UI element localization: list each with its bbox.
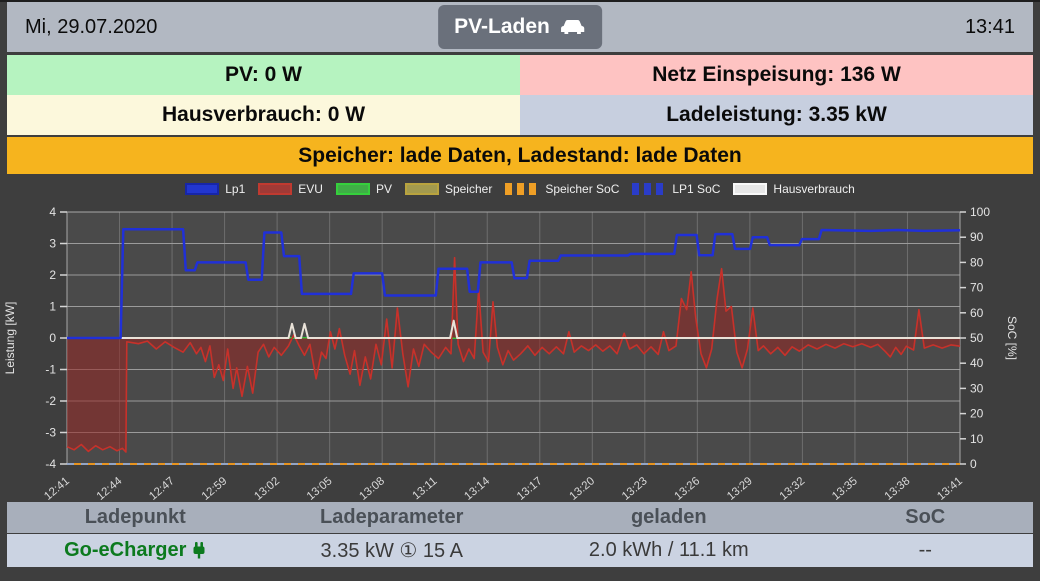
svg-text:13:02: 13:02 <box>252 475 282 502</box>
legend-item-lp1[interactable]: Lp1 <box>185 182 245 196</box>
svg-text:-3: -3 <box>45 426 56 440</box>
legend-label: Speicher SoC <box>545 182 620 196</box>
svg-text:13:38: 13:38 <box>883 475 913 502</box>
svg-text:20: 20 <box>970 407 984 421</box>
legend-swatch <box>404 183 439 195</box>
svg-text:4: 4 <box>49 205 56 219</box>
legend-item-speicher-soc[interactable]: Speicher SoC <box>505 182 619 196</box>
legend-label: Lp1 <box>225 182 246 196</box>
table-row: Go-eCharger 3.35 kW ① 15 A 2.0 kWh / 11.… <box>7 534 1033 567</box>
svg-text:13:23: 13:23 <box>620 475 650 502</box>
svg-text:13:08: 13:08 <box>357 475 387 502</box>
col-header-soc: SoC <box>905 506 946 528</box>
legend-swatch <box>505 183 540 195</box>
svg-text:13:20: 13:20 <box>567 475 597 502</box>
svg-text:50: 50 <box>970 331 984 345</box>
plug-icon <box>192 541 206 560</box>
legend-label: EVU <box>298 182 323 196</box>
legend-label: Speicher <box>444 182 493 196</box>
svg-text:13:05: 13:05 <box>305 475 335 502</box>
svg-text:13:17: 13:17 <box>515 475 545 502</box>
svg-text:70: 70 <box>970 281 984 295</box>
legend-swatch <box>335 183 370 195</box>
clock-label: 13:41 <box>964 15 1015 38</box>
legend-item-lp1-soc[interactable]: LP1 SoC <box>632 182 720 196</box>
legend-label: PV <box>375 182 392 196</box>
legend-label: LP1 SoC <box>672 182 721 196</box>
chart-svg: -4-3-2-1012340102030405060708090100Leist… <box>3 205 1019 502</box>
svg-text:-1: -1 <box>45 363 56 377</box>
svg-text:13:32: 13:32 <box>778 475 808 502</box>
pv-laden-button-label: PV-Laden <box>454 15 550 38</box>
svg-text:3: 3 <box>49 237 56 251</box>
svg-text:100: 100 <box>970 205 990 219</box>
svg-text:12:41: 12:41 <box>42 475 72 502</box>
legend-swatch <box>733 183 768 195</box>
top-bar: Mi, 29.07.2020 PV-Laden 13:41 <box>7 2 1033 52</box>
chargepoint-table: Ladepunkt Ladeparameter geladen SoC Go-e… <box>7 502 1033 567</box>
svg-text:12:47: 12:47 <box>147 475 177 502</box>
table-header-row: Ladepunkt Ladeparameter geladen SoC <box>7 502 1033 533</box>
car-icon <box>559 18 586 36</box>
col-header-ladeparameter: Ladeparameter <box>320 506 464 528</box>
status-speicher: Speicher: lade Daten, Ladestand: lade Da… <box>7 137 1033 174</box>
svg-text:80: 80 <box>970 255 984 269</box>
chargepoint-name: Go-eCharger <box>64 539 187 561</box>
status-ladeleistung: Ladeleistung: 3.35 kW <box>520 95 1033 135</box>
svg-text:0: 0 <box>49 331 56 345</box>
svg-text:Leistung [kW]: Leistung [kW] <box>3 302 17 375</box>
svg-text:13:41: 13:41 <box>935 475 965 502</box>
svg-text:40: 40 <box>970 356 984 370</box>
legend-swatch <box>258 183 293 195</box>
svg-text:1: 1 <box>49 300 56 314</box>
svg-text:13:35: 13:35 <box>830 475 860 502</box>
status-rows: PV: 0 W Netz Einspeisung: 136 W Hausverb… <box>7 55 1033 174</box>
col-header-geladen: geladen <box>630 506 707 528</box>
ladeparameter-value: 3.35 kW ① 15 A <box>320 540 463 562</box>
svg-text:-2: -2 <box>45 394 56 408</box>
svg-text:13:14: 13:14 <box>462 475 492 502</box>
legend-swatch <box>632 183 667 195</box>
svg-text:-4: -4 <box>45 457 56 471</box>
svg-text:60: 60 <box>970 306 984 320</box>
svg-text:12:44: 12:44 <box>95 475 125 502</box>
col-header-ladepunkt: Ladepunkt <box>84 506 186 528</box>
status-pv: PV: 0 W <box>7 55 520 95</box>
status-hausverbrauch: Hausverbrauch: 0 W <box>7 95 520 135</box>
chargepoint-name-cell[interactable]: Go-eCharger <box>7 534 264 567</box>
legend-item-evu[interactable]: EVU <box>258 182 323 196</box>
svg-text:10: 10 <box>970 432 984 446</box>
legend-item-hausverbrauch[interactable]: Hausverbrauch <box>733 182 855 196</box>
svg-text:13:11: 13:11 <box>411 475 440 502</box>
legend-item-pv[interactable]: PV <box>335 182 392 196</box>
date-label: Mi, 29.07.2020 <box>25 15 158 38</box>
legend-label: Hausverbrauch <box>773 182 855 196</box>
chart-legend: Lp1 EVU PV Speicher Speicher SoC LP1 SoC Hausv… <box>0 182 1040 196</box>
svg-text:90: 90 <box>970 230 984 244</box>
svg-text:30: 30 <box>970 381 984 395</box>
legend-swatch <box>185 183 220 195</box>
svg-text:2: 2 <box>49 268 56 282</box>
geladen-value: 2.0 kWh / 11.1 km <box>588 539 749 561</box>
svg-text:SoC [%]: SoC [%] <box>1005 316 1019 360</box>
status-netz-einspeisung: Netz Einspeisung: 136 W <box>520 55 1033 95</box>
legend-item-speicher[interactable]: Speicher <box>404 182 493 196</box>
soc-value: -- <box>918 539 932 561</box>
svg-text:13:26: 13:26 <box>673 475 703 502</box>
power-soc-chart: Lp1 EVU PV Speicher Speicher SoC LP1 SoC Hausv… <box>0 174 1040 502</box>
pv-laden-mode-button[interactable]: PV-Laden <box>438 5 602 49</box>
svg-text:13:29: 13:29 <box>725 475 755 502</box>
svg-text:12:59: 12:59 <box>200 475 230 502</box>
svg-text:0: 0 <box>970 457 977 471</box>
